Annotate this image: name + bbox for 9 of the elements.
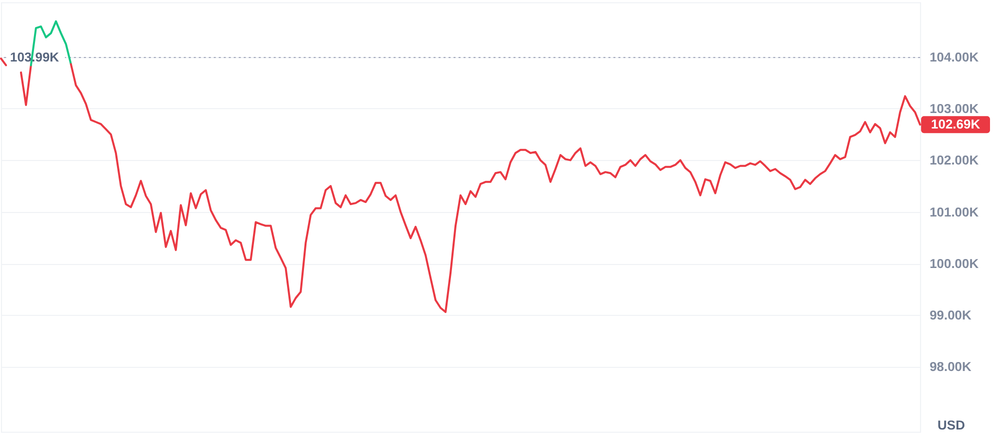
- y-tick-label: 100.00K: [930, 256, 980, 271]
- y-tick-label: 102.00K: [930, 152, 980, 168]
- text: 102.69K: [931, 116, 981, 132]
- y-tick-label: 103.00K: [930, 101, 980, 116]
- y-tick-label: 99.00K: [930, 308, 972, 323]
- y-axis-title: USD: [938, 417, 965, 432]
- y-tick-label: 101.00K: [930, 204, 980, 220]
- y-tick-label: 98.00K: [930, 359, 972, 374]
- y-tick-label: 104.00K: [930, 49, 980, 64]
